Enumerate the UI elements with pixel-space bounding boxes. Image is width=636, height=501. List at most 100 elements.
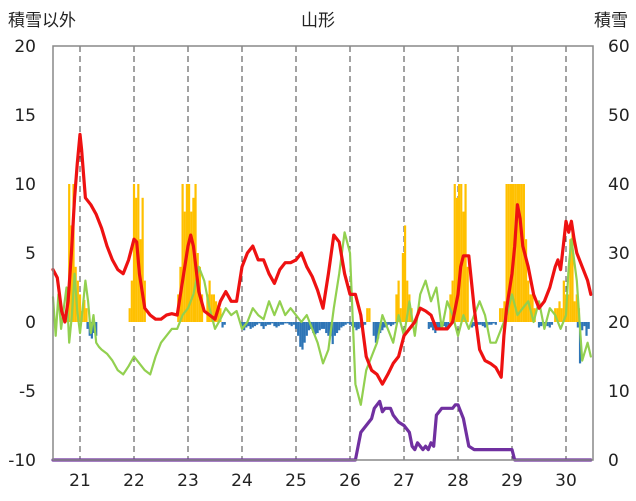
blue-bar-59	[353, 322, 356, 328]
orange-bar-20	[181, 184, 184, 322]
orange-bar-49	[453, 184, 456, 322]
blue-bar-96	[492, 322, 495, 324]
blue-bar-42	[316, 322, 319, 334]
orange-bar-33	[212, 294, 216, 322]
blue-bar-86	[470, 322, 474, 328]
orange-bar-31	[208, 280, 211, 322]
orange-bar-41	[399, 308, 402, 322]
blue-bar-35	[301, 322, 304, 350]
plot-frame	[52, 45, 594, 461]
orange-bar-65	[518, 184, 521, 322]
blue-bar-56	[346, 322, 349, 324]
x-tick-26: 26	[339, 471, 361, 491]
blue-bar-60	[355, 322, 358, 331]
orange-bar-3	[72, 184, 75, 322]
blue-bar-75	[394, 322, 397, 324]
right-tick-labels: 60 50 40 30 20 10 0	[608, 37, 630, 471]
blue-bar-25	[279, 322, 282, 325]
right-tick-30: 30	[608, 244, 630, 264]
orange-bar-66	[520, 184, 523, 322]
x-tick-21: 21	[69, 471, 91, 491]
blue-bar-77	[429, 322, 433, 328]
orange-bar-8	[83, 299, 86, 322]
orange-bar-53	[462, 211, 465, 322]
x-tick-28: 28	[447, 471, 469, 491]
orange-bar-5	[76, 280, 79, 322]
orange-bar-57	[501, 308, 504, 322]
orange-bar-9	[85, 308, 88, 322]
blue-bar-91	[481, 322, 484, 327]
left-tick-5: 5	[25, 244, 36, 264]
blue-bar-81	[438, 322, 441, 328]
orange-bar-68	[524, 239, 528, 322]
blue-bar-102	[546, 322, 549, 327]
blue-bar-89	[477, 322, 480, 325]
x-tick-27: 27	[393, 471, 415, 491]
blue-bar-110	[587, 322, 590, 329]
orange-bar-23	[187, 184, 191, 322]
blue-bar-80	[436, 322, 439, 331]
blue-bar-22	[273, 322, 276, 327]
blue-bar-45	[322, 322, 326, 329]
right-tick-10: 10	[608, 382, 630, 402]
blue-bar-67	[376, 322, 380, 339]
blue-bar-87	[473, 322, 476, 327]
orange-bar-1	[68, 184, 71, 322]
blue-bar-30	[290, 322, 293, 327]
blue-bar-108	[583, 322, 586, 327]
orange-bar-54	[464, 184, 467, 322]
orange-bar-82	[573, 301, 576, 322]
blue-bar-47	[327, 322, 330, 336]
blue-bar-104	[550, 322, 554, 325]
left-tick--10: -10	[8, 451, 36, 471]
blue-bar-49	[331, 322, 334, 345]
orange-bar-42	[401, 253, 405, 322]
x-tick-29: 29	[501, 471, 523, 491]
right-tick-0: 0	[608, 451, 619, 471]
blue-bar-98	[537, 322, 541, 328]
orange-bar-76	[560, 308, 563, 322]
right-tick-40: 40	[608, 175, 630, 195]
blue-bar-18	[264, 322, 267, 327]
blue-bar-27	[284, 322, 287, 324]
x-tick-30: 30	[555, 471, 577, 491]
blue-bar-40	[312, 322, 315, 334]
left-tick-15: 15	[14, 106, 36, 126]
right-tick-50: 50	[608, 106, 630, 126]
orange-bar-80	[569, 239, 572, 322]
orange-bar-40	[397, 280, 400, 322]
blue-bar-53	[340, 322, 343, 328]
blue-bar-54	[342, 322, 345, 327]
orange-bar-6	[78, 294, 82, 322]
orange-bar-56	[499, 308, 502, 322]
blue-bar-92	[483, 322, 487, 328]
blue-bar-46	[325, 322, 328, 334]
orange-bar-58	[503, 301, 506, 322]
blue-bar-26	[281, 322, 285, 325]
blue-bar-32	[294, 322, 298, 329]
green-line-series	[51, 231, 592, 406]
orange-bar-51	[457, 184, 461, 322]
orange-bar-48	[451, 280, 454, 322]
blue-bar-72	[387, 322, 390, 325]
blue-bar-103	[548, 322, 551, 328]
left-axis-label: 積雪以外	[8, 11, 76, 31]
orange-bar-12	[132, 184, 136, 322]
blue-bar-51	[335, 322, 339, 334]
orange-bar-37	[366, 308, 369, 322]
orange-bar-10	[128, 308, 131, 322]
orange-bar-43	[403, 225, 407, 322]
blue-bar-28	[286, 322, 289, 324]
blue-bar-97	[494, 322, 497, 325]
blue-bar-95	[490, 322, 493, 325]
blue-bar-17	[262, 322, 265, 329]
orange-bar-24	[190, 211, 193, 322]
blue-bar-44	[320, 322, 324, 329]
blue-bar-37	[305, 322, 308, 336]
x-tick-25: 25	[285, 471, 307, 491]
blue-bar-7	[240, 322, 244, 328]
orange-bar-36	[219, 308, 222, 322]
blue-bar-84	[445, 322, 448, 328]
blue-bar-105	[576, 322, 579, 328]
blue-bar-14	[256, 322, 259, 325]
